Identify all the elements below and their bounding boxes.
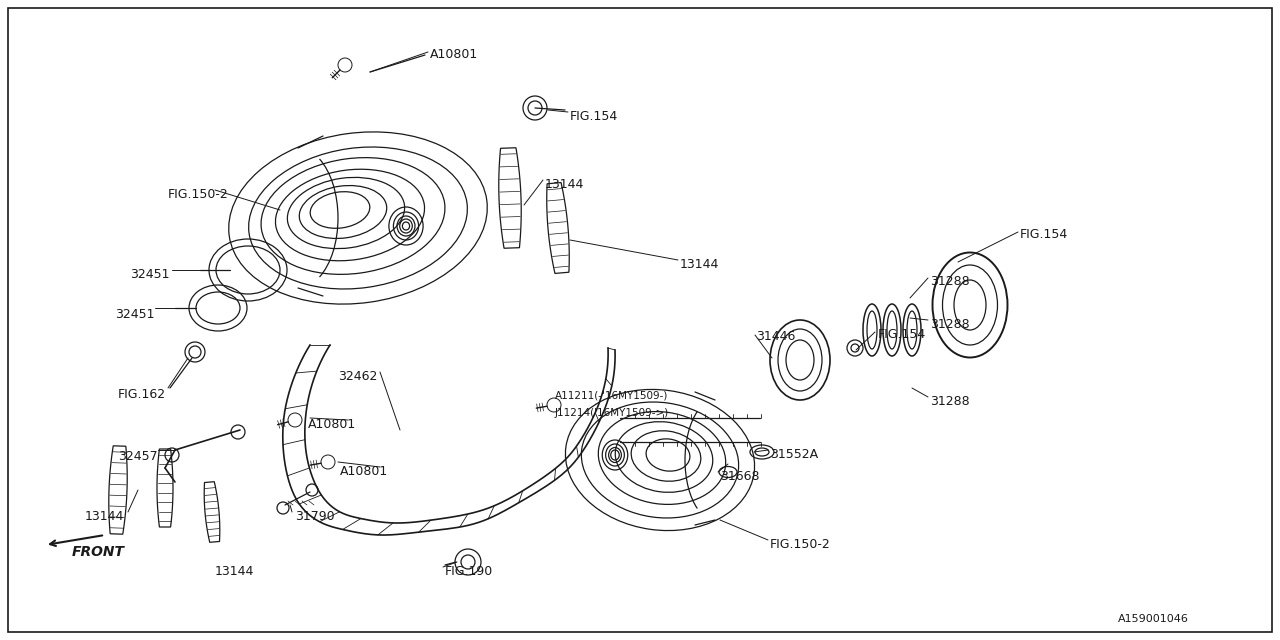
Text: 31288: 31288 — [931, 318, 970, 331]
Text: 13144: 13144 — [215, 565, 255, 578]
Text: J11214('16MY1509->): J11214('16MY1509->) — [556, 408, 669, 418]
Text: 31288: 31288 — [931, 275, 970, 288]
Text: 32457: 32457 — [118, 450, 157, 463]
Text: 32451: 32451 — [115, 308, 155, 321]
Text: 32462: 32462 — [338, 370, 378, 383]
Text: FIG.150-2: FIG.150-2 — [168, 188, 229, 201]
Text: A10801: A10801 — [340, 465, 388, 478]
Text: FIG.150-2: FIG.150-2 — [771, 538, 831, 551]
Text: FIG.162: FIG.162 — [118, 388, 166, 401]
Text: FIG.154: FIG.154 — [1020, 228, 1069, 241]
Text: 31288: 31288 — [931, 395, 970, 408]
Text: 31446: 31446 — [756, 330, 795, 343]
Text: FIG.154: FIG.154 — [878, 328, 927, 341]
Text: A159001046: A159001046 — [1117, 614, 1189, 624]
Text: 31552A: 31552A — [771, 448, 818, 461]
Text: FRONT: FRONT — [72, 545, 125, 559]
Text: 13144: 13144 — [680, 258, 719, 271]
Text: 31668: 31668 — [719, 470, 759, 483]
Text: FIG.154: FIG.154 — [570, 110, 618, 123]
Text: 13144: 13144 — [545, 178, 585, 191]
Text: 32451: 32451 — [131, 268, 169, 281]
Text: A10801: A10801 — [308, 418, 356, 431]
Text: A11211(-'16MY1509-): A11211(-'16MY1509-) — [556, 390, 668, 400]
Text: 31790: 31790 — [294, 510, 334, 523]
Text: FIG.190: FIG.190 — [445, 565, 493, 578]
Text: 13144: 13144 — [84, 510, 124, 523]
Text: A10801: A10801 — [430, 48, 479, 61]
